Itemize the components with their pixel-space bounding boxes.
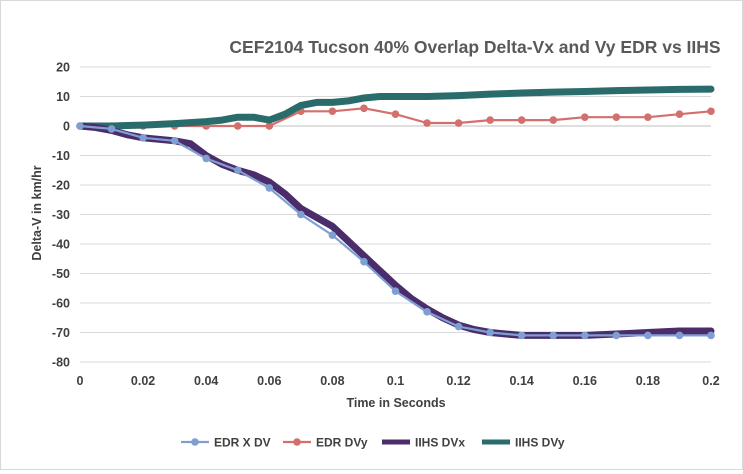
x-axis-ticks: 0 0.02 0.04 0.06 0.08 0.1 0.12 0.14 0.16 0.18 0.2 — [77, 374, 720, 388]
data-point — [517, 116, 526, 124]
x-tick-label: 0.16 — [573, 374, 597, 388]
data-point — [486, 116, 494, 124]
data-point — [644, 331, 652, 340]
data-point — [76, 122, 84, 130]
legend-item: EDR X DV — [181, 436, 271, 450]
data-point — [360, 257, 368, 266]
y-axis-ticks: 20 10 0 -10 -20 -30 -40 -50 -60 -70 -80 — [52, 61, 70, 370]
y-tick-label: 0 — [63, 120, 70, 134]
legend-item: IIHS DVx — [382, 436, 465, 450]
data-point — [423, 119, 431, 127]
data-point — [454, 322, 463, 331]
data-point — [675, 110, 684, 118]
data-point — [233, 166, 242, 175]
legend-label: EDR X DV — [214, 436, 271, 450]
series-edr-x-dv — [76, 122, 715, 340]
legend-marker — [293, 438, 301, 446]
x-tick-label: 0 — [77, 374, 84, 388]
y-tick-label: -30 — [52, 208, 70, 222]
data-point — [612, 331, 621, 340]
series-line — [76, 122, 715, 339]
data-point — [107, 125, 116, 133]
data-point — [707, 107, 715, 116]
data-point — [486, 328, 494, 337]
data-point — [265, 122, 274, 130]
x-tick-label: 0.12 — [446, 374, 470, 388]
chart-title: CEF2104 Tucson 40% Overlap Delta-Vx and … — [229, 37, 720, 57]
data-point — [202, 154, 210, 163]
y-tick-label: -50 — [52, 267, 70, 281]
data-point — [297, 210, 305, 219]
y-tick-label: -20 — [52, 179, 70, 193]
x-axis-label: Time in Seconds — [346, 396, 445, 410]
y-tick-label: -70 — [52, 326, 70, 340]
legend-item: IIHS DVy — [482, 436, 565, 450]
data-point — [707, 331, 715, 340]
data-point — [517, 331, 526, 340]
data-point — [675, 331, 684, 340]
legend-label: EDR DVy — [316, 436, 368, 450]
legend-marker — [191, 438, 199, 446]
data-point — [423, 308, 431, 316]
y-tick-label: -60 — [52, 297, 70, 311]
legend: EDR X DV EDR DVy IIHS DVx IIHS DVy — [181, 436, 565, 450]
data-point — [391, 110, 400, 118]
y-tick-label: -40 — [52, 238, 70, 252]
data-point — [454, 119, 463, 127]
legend-item: EDR DVy — [283, 436, 368, 450]
x-tick-label: 0.1 — [387, 374, 404, 388]
data-point — [549, 331, 558, 340]
data-point — [549, 116, 558, 124]
y-axis-label: Delta-V in km/hr — [30, 165, 44, 260]
data-point — [612, 113, 621, 121]
series-line — [79, 124, 711, 337]
x-tick-label: 0.04 — [194, 374, 218, 388]
x-tick-label: 0.18 — [636, 374, 660, 388]
legend-label: IIHS DVy — [515, 436, 565, 450]
y-tick-label: -80 — [52, 356, 70, 370]
series-iihs-dvx — [76, 122, 715, 339]
data-point — [644, 113, 652, 121]
data-point — [170, 136, 179, 145]
data-point — [328, 231, 337, 239]
x-tick-label: 0.02 — [131, 374, 155, 388]
data-point — [581, 113, 589, 121]
x-tick-label: 0.14 — [510, 374, 534, 388]
plot-area — [76, 85, 715, 340]
x-tick-label: 0.06 — [257, 374, 281, 388]
y-tick-label: -10 — [52, 149, 70, 163]
x-tick-label: 0.08 — [320, 374, 344, 388]
y-tick-label: 20 — [56, 61, 70, 75]
data-point — [328, 107, 337, 116]
data-point — [581, 331, 589, 340]
data-point — [233, 122, 242, 130]
legend-label: IIHS DVx — [415, 436, 465, 450]
series-iihs-dvy — [76, 85, 715, 130]
x-tick-label: 0.2 — [702, 374, 719, 388]
data-point — [265, 184, 274, 192]
data-point — [391, 287, 400, 296]
series-line — [76, 85, 715, 130]
data-point — [360, 104, 368, 113]
data-point — [139, 134, 147, 142]
y-tick-label: 10 — [56, 90, 70, 104]
